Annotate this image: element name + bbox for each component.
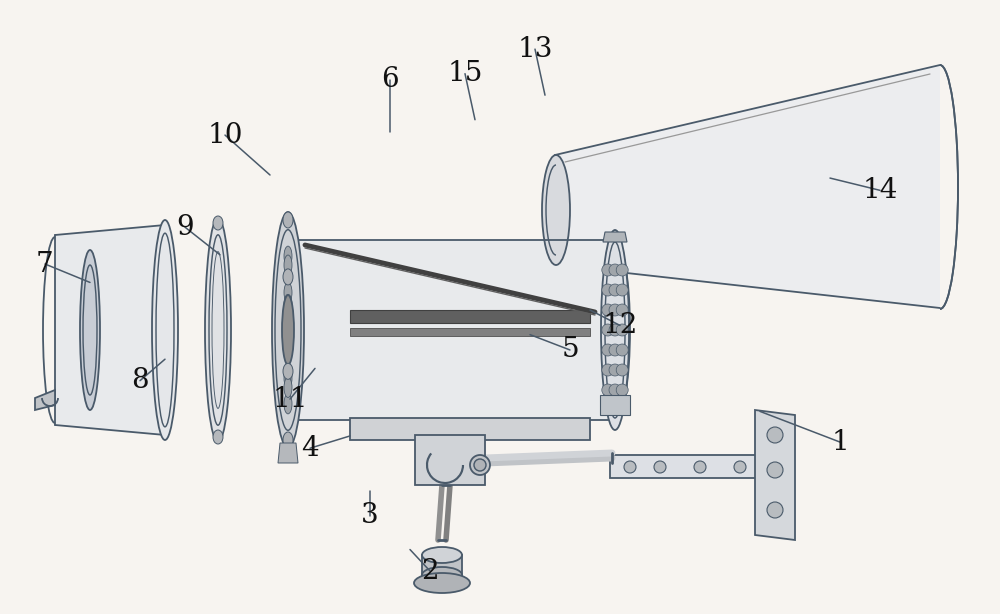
Ellipse shape: [422, 547, 462, 563]
Polygon shape: [350, 310, 590, 323]
Text: 2: 2: [421, 558, 439, 585]
Circle shape: [602, 284, 614, 296]
Circle shape: [616, 384, 628, 396]
Circle shape: [767, 462, 783, 478]
Circle shape: [609, 324, 621, 336]
Polygon shape: [35, 390, 55, 410]
Text: 1: 1: [831, 429, 849, 456]
Circle shape: [616, 304, 628, 316]
Ellipse shape: [272, 212, 304, 448]
Text: 14: 14: [862, 177, 898, 204]
Text: 12: 12: [602, 312, 638, 339]
Circle shape: [624, 461, 636, 473]
Text: 3: 3: [361, 502, 379, 529]
Circle shape: [616, 344, 628, 356]
Text: 13: 13: [517, 36, 553, 63]
Circle shape: [767, 427, 783, 443]
Circle shape: [694, 461, 706, 473]
Text: 8: 8: [131, 367, 149, 394]
Ellipse shape: [283, 363, 293, 379]
Ellipse shape: [601, 230, 629, 430]
Text: 7: 7: [36, 251, 54, 278]
Ellipse shape: [542, 155, 570, 265]
Ellipse shape: [284, 282, 292, 303]
Ellipse shape: [80, 250, 100, 410]
Ellipse shape: [284, 333, 292, 353]
Circle shape: [609, 264, 621, 276]
Circle shape: [474, 459, 486, 471]
Text: 9: 9: [176, 214, 194, 241]
Circle shape: [616, 364, 628, 376]
Circle shape: [609, 344, 621, 356]
Polygon shape: [350, 418, 590, 440]
Ellipse shape: [213, 430, 223, 444]
Polygon shape: [603, 232, 627, 242]
Ellipse shape: [284, 320, 292, 340]
Circle shape: [470, 455, 490, 475]
Text: 10: 10: [207, 122, 243, 149]
Ellipse shape: [284, 394, 292, 414]
Polygon shape: [415, 435, 485, 485]
Circle shape: [602, 264, 614, 276]
Ellipse shape: [283, 432, 293, 448]
Ellipse shape: [283, 269, 293, 285]
Ellipse shape: [273, 240, 303, 420]
Circle shape: [616, 324, 628, 336]
Ellipse shape: [414, 573, 470, 593]
Circle shape: [734, 461, 746, 473]
Circle shape: [616, 284, 628, 296]
Circle shape: [602, 304, 614, 316]
Ellipse shape: [604, 254, 626, 406]
Circle shape: [767, 502, 783, 518]
Ellipse shape: [213, 216, 223, 230]
Ellipse shape: [205, 218, 231, 442]
Circle shape: [609, 384, 621, 396]
Ellipse shape: [283, 212, 293, 228]
Ellipse shape: [284, 294, 292, 314]
Polygon shape: [288, 240, 615, 420]
Circle shape: [616, 264, 628, 276]
Polygon shape: [610, 455, 770, 478]
Circle shape: [609, 304, 621, 316]
Polygon shape: [555, 65, 940, 308]
Circle shape: [609, 284, 621, 296]
Ellipse shape: [284, 246, 292, 266]
Polygon shape: [278, 443, 298, 463]
Ellipse shape: [284, 378, 292, 397]
Ellipse shape: [282, 295, 294, 365]
Text: 6: 6: [381, 66, 399, 93]
Ellipse shape: [284, 255, 292, 275]
Circle shape: [602, 344, 614, 356]
Polygon shape: [755, 410, 795, 540]
Circle shape: [602, 364, 614, 376]
Circle shape: [602, 324, 614, 336]
Polygon shape: [600, 395, 630, 415]
Circle shape: [654, 461, 666, 473]
Text: 4: 4: [301, 435, 319, 462]
Circle shape: [609, 364, 621, 376]
Ellipse shape: [284, 368, 292, 388]
Text: 15: 15: [447, 60, 483, 87]
Ellipse shape: [152, 220, 178, 440]
Text: 11: 11: [272, 386, 308, 413]
Text: 5: 5: [561, 336, 579, 363]
Circle shape: [602, 384, 614, 396]
Polygon shape: [350, 328, 590, 336]
Ellipse shape: [422, 567, 462, 583]
Polygon shape: [422, 555, 462, 575]
Polygon shape: [55, 225, 165, 435]
